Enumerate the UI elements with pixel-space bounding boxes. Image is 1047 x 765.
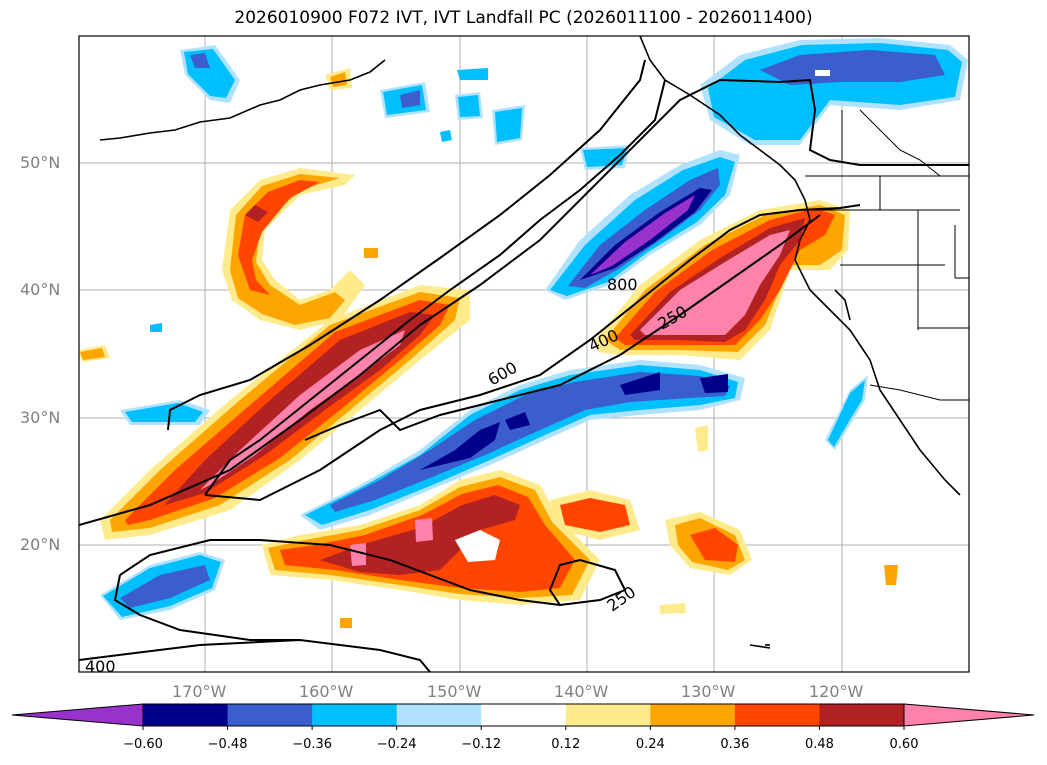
colorbar-extend-max	[903, 703, 1035, 727]
coastlines	[99, 36, 961, 649]
colorbar-tick-label: 0.60	[889, 737, 919, 752]
map-title: 2026010900 F072 IVT, IVT Landfall PC (20…	[234, 8, 813, 28]
contour-label-600: 600	[485, 358, 521, 390]
colorbar-segment	[650, 704, 736, 726]
colorbar-tick-label: 0.24	[635, 737, 665, 752]
lat-label-30n: 30°N	[20, 408, 61, 427]
colorbar-outline	[142, 703, 905, 727]
positive-blob-subtropical	[262, 68, 898, 628]
colorbar-segment	[396, 704, 482, 726]
colorbar-segment	[819, 704, 905, 726]
colorbar-extend-min	[11, 703, 144, 727]
lat-label-50n: 50°N	[20, 153, 61, 172]
colorbar-tick-label: 0.12	[551, 737, 581, 752]
colorbar-tick-label: 0.36	[720, 737, 750, 752]
colorbar-tick-label: −0.48	[207, 737, 248, 752]
colorbar-tick-label: 0.48	[804, 737, 834, 752]
lat-label-20n: 20°N	[20, 535, 61, 554]
lon-label-150w: 150°W	[427, 682, 482, 701]
lon-label-120w: 120°W	[809, 682, 864, 701]
borders	[805, 109, 969, 401]
colorbar-segment	[565, 704, 651, 726]
colorbar-tick-label: −0.60	[123, 737, 163, 752]
colorbar-segment	[734, 704, 820, 726]
ivt-contours	[79, 59, 969, 672]
contour-label-800: 800	[607, 275, 638, 294]
colorbar-tick-label: −0.12	[461, 737, 502, 752]
lat-label-40n: 40°N	[20, 280, 61, 299]
colorbar-tick-label: −0.24	[376, 737, 417, 752]
lon-label-130w: 130°W	[681, 682, 736, 701]
lon-label-170w: 170°W	[172, 682, 227, 701]
negative-islands	[100, 45, 868, 620]
lon-label-160w: 160°W	[299, 682, 354, 701]
contour-label-250-south: 250	[603, 582, 639, 615]
contour-label-400-south: 400	[85, 657, 116, 676]
colorbar-segment	[227, 704, 313, 726]
colorbar-segment	[312, 704, 398, 726]
negative-band	[300, 360, 745, 530]
colorbar-segment	[481, 704, 567, 726]
map-frame	[78, 35, 970, 673]
colorbar-segment	[143, 704, 229, 726]
negative-north	[545, 38, 968, 300]
colorbar-tick-label: −0.36	[292, 737, 333, 752]
colorbar	[11, 703, 1035, 730]
lon-label-140w: 140°W	[554, 682, 609, 701]
